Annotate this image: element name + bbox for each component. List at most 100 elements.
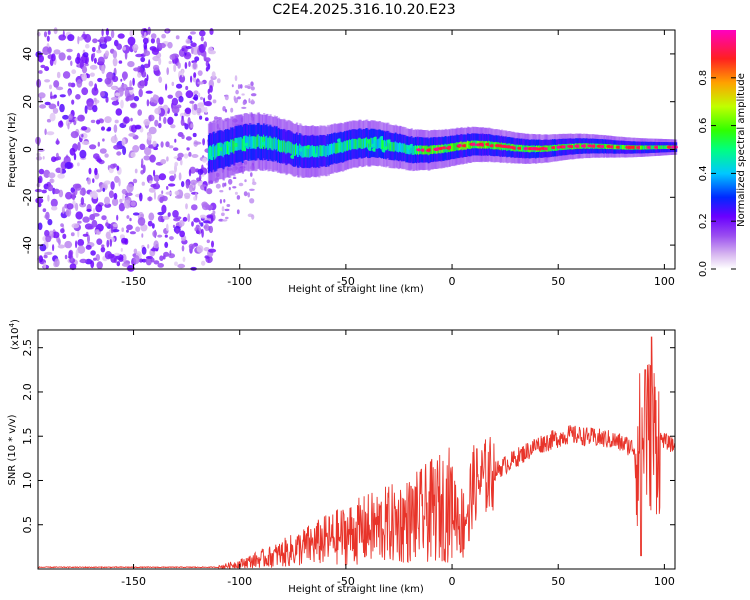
noise-speckle xyxy=(101,28,104,37)
spectrogram-y-ticks: -40 -20 0 20 40 xyxy=(21,47,675,254)
noise-speckle xyxy=(122,46,127,51)
noise-speckle xyxy=(35,197,44,204)
noise-speckle xyxy=(123,116,130,124)
noise-speckle xyxy=(130,117,133,122)
colorbar-label: Normalized spectral amplitude xyxy=(736,73,747,227)
noise-speckle xyxy=(120,99,124,109)
colorbar-tick-label: 0.2 xyxy=(698,213,709,229)
noise-speckle xyxy=(104,251,112,260)
noise-speckle xyxy=(101,65,105,74)
signal-band-core xyxy=(222,144,225,158)
noise-speckle xyxy=(97,141,101,147)
noise-speckle xyxy=(193,94,199,101)
noise-speckle xyxy=(99,118,104,124)
noise-speckle xyxy=(175,228,180,235)
noise-speckle xyxy=(148,187,156,193)
noise-speckle xyxy=(80,197,85,206)
noise-speckle xyxy=(130,102,136,108)
noise-speckle xyxy=(190,123,194,129)
noise-speckle xyxy=(101,126,105,131)
noise-speckle xyxy=(181,245,185,252)
noise-speckle xyxy=(45,211,50,221)
noise-speckle xyxy=(53,49,61,55)
noise-speckle xyxy=(251,214,255,220)
noise-speckle xyxy=(102,187,106,192)
noise-speckle xyxy=(77,239,85,247)
noise-speckle xyxy=(59,167,63,175)
noise-speckle xyxy=(99,148,107,154)
noise-speckle xyxy=(42,51,49,55)
noise-speckle xyxy=(75,202,79,212)
noise-speckle xyxy=(235,89,239,95)
noise-speckle xyxy=(189,184,194,193)
noise-speckle xyxy=(185,90,194,99)
signal-band-core xyxy=(522,145,525,153)
noise-speckle xyxy=(206,214,214,219)
noise-speckle xyxy=(178,172,182,181)
noise-speckle xyxy=(202,138,206,146)
noise-speckle xyxy=(139,143,146,150)
noise-speckle xyxy=(197,168,204,175)
noise-speckle xyxy=(121,262,130,267)
noise-speckle xyxy=(105,222,109,227)
signal-band-core xyxy=(231,139,234,153)
colorbar-tick-label: 0.4 xyxy=(698,165,709,181)
y-tick-label: 20 xyxy=(21,95,34,109)
noise-speckle xyxy=(177,62,181,69)
noise-speckle xyxy=(139,192,143,202)
noise-speckle xyxy=(248,98,251,104)
noise-speckle xyxy=(158,173,167,181)
noise-speckle xyxy=(81,73,88,81)
noise-speckle xyxy=(209,85,213,93)
noise-speckle xyxy=(166,67,169,75)
noise-speckle xyxy=(59,94,66,98)
colorbar-tick-label: 0.0 xyxy=(698,261,709,277)
signal-band-core xyxy=(239,136,242,150)
noise-speckle xyxy=(62,114,69,120)
noise-speckle xyxy=(148,114,155,122)
noise-speckle xyxy=(205,100,213,107)
noise-speckle xyxy=(126,192,133,196)
noise-speckle xyxy=(46,118,52,123)
noise-speckle xyxy=(112,50,118,59)
noise-speckle xyxy=(123,199,131,209)
noise-speckle xyxy=(211,71,216,78)
noise-speckle xyxy=(125,96,130,102)
noise-speckle xyxy=(250,86,255,91)
noise-speckle xyxy=(62,71,71,79)
noise-speckle xyxy=(209,28,214,35)
noise-speckle xyxy=(251,99,254,103)
noise-speckle xyxy=(72,183,81,189)
noise-speckle xyxy=(171,106,180,114)
noise-speckle xyxy=(143,155,151,161)
noise-speckle xyxy=(247,192,250,198)
noise-speckle xyxy=(143,50,151,57)
noise-speckle xyxy=(77,114,85,122)
y-tick-label: 0.5 xyxy=(21,516,34,534)
snr-frame xyxy=(37,329,676,570)
noise-speckle xyxy=(184,107,192,115)
noise-speckle xyxy=(134,125,142,130)
noise-speckle xyxy=(183,192,191,198)
noise-speckle xyxy=(191,204,198,211)
spectrogram-y-label: Frequency (Hz) xyxy=(7,112,18,188)
noise-speckle xyxy=(243,191,248,197)
noise-speckle xyxy=(56,71,61,79)
noise-speckle xyxy=(110,225,114,234)
noise-speckle xyxy=(166,185,169,190)
noise-speckle xyxy=(100,43,108,49)
noise-speckle xyxy=(51,205,58,211)
noise-speckle xyxy=(230,107,234,113)
noise-speckle xyxy=(93,153,100,160)
y-tick-label: 2.0 xyxy=(21,383,34,401)
noise-speckle xyxy=(236,209,240,215)
noise-speckle xyxy=(76,79,83,88)
noise-speckle xyxy=(143,42,148,50)
noise-speckle xyxy=(133,255,140,264)
noise-speckle xyxy=(54,258,60,268)
noise-speckle xyxy=(45,235,52,243)
noise-speckle xyxy=(199,115,203,120)
signal-band-core xyxy=(565,144,568,150)
x-tick-label: 50 xyxy=(551,575,565,588)
noise-speckle xyxy=(200,222,204,227)
